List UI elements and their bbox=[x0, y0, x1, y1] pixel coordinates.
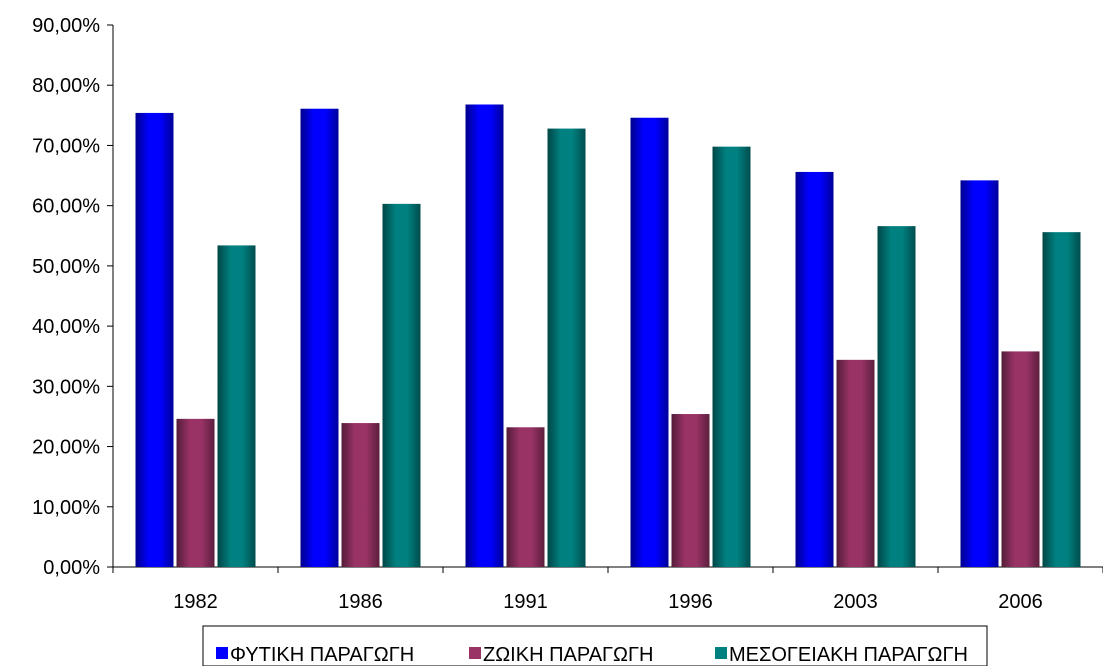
bar-3-1982 bbox=[217, 245, 256, 567]
y-tick-label: 70,00% bbox=[32, 135, 100, 157]
bar-3-1996 bbox=[712, 146, 751, 567]
y-tick-label: 80,00% bbox=[32, 75, 100, 97]
y-axis: 0,00% 10,00% 20,00% 30,00% 40,00% 50,00% 60,00… bbox=[32, 15, 114, 579]
y-tick-label: 20,00% bbox=[32, 437, 100, 459]
x-tick-label: 2003 bbox=[833, 591, 878, 613]
y-tick-label: 40,00% bbox=[32, 316, 100, 338]
legend-swatch bbox=[469, 647, 481, 659]
bar-1-1986 bbox=[300, 108, 339, 567]
x-tick-label: 1991 bbox=[503, 591, 548, 613]
x-tick-label: 1996 bbox=[668, 591, 713, 613]
y-tick-label: 30,00% bbox=[32, 376, 100, 398]
x-tick-label: 1982 bbox=[173, 591, 218, 613]
legend-label: ΖΩΙΚΗ ΠΑΡΑΓΩΓΗ bbox=[483, 644, 653, 666]
bar-1-2003 bbox=[795, 171, 834, 568]
bar-2-2006 bbox=[1001, 351, 1040, 567]
bar-1-1996 bbox=[630, 117, 669, 568]
legend: ΦΥΤΙΚΗ ΠΑΡΑΓΩΓΗ ΖΩΙΚΗ ΠΑΡΑΓΩΓΗ ΜΕΣΟΓΕΙΑΚΗ … bbox=[202, 625, 988, 666]
bar-2-1982 bbox=[176, 418, 215, 567]
bar-2-1991 bbox=[506, 427, 545, 567]
y-tick-label: 10,00% bbox=[32, 497, 100, 519]
bar-1-2006 bbox=[960, 180, 999, 567]
legend-swatch bbox=[216, 647, 228, 659]
bar-1-1991 bbox=[465, 104, 504, 567]
bar-2-1986 bbox=[341, 423, 380, 567]
bar-3-2006 bbox=[1042, 232, 1081, 568]
x-tick-label: 1986 bbox=[338, 591, 383, 613]
y-tick-label: 60,00% bbox=[32, 196, 100, 218]
y-tick-label: 0,00% bbox=[43, 557, 100, 579]
legend-label: ΦΥΤΙΚΗ ΠΑΡΑΓΩΓΗ bbox=[230, 644, 414, 666]
y-tick-label: 90,00% bbox=[32, 15, 100, 37]
x-axis: 1982 1986 1991 1996 2003 2006 bbox=[112, 566, 1103, 613]
bar-2-1996 bbox=[671, 414, 710, 567]
bar-3-2003 bbox=[877, 226, 916, 568]
bar-2-2003 bbox=[836, 359, 875, 567]
legend-box bbox=[202, 625, 988, 666]
legend-label: ΜΕΣΟΓΕΙΑΚΗ ΠΑΡΑΓΩΓΗ bbox=[729, 644, 968, 666]
x-tick-label: 2006 bbox=[998, 591, 1043, 613]
bar-3-1986 bbox=[382, 203, 421, 568]
bars bbox=[135, 104, 1081, 568]
y-tick-label: 50,00% bbox=[32, 256, 100, 278]
bar-3-1991 bbox=[547, 128, 586, 568]
legend-swatch bbox=[715, 647, 727, 659]
bar-1-1982 bbox=[135, 112, 174, 568]
